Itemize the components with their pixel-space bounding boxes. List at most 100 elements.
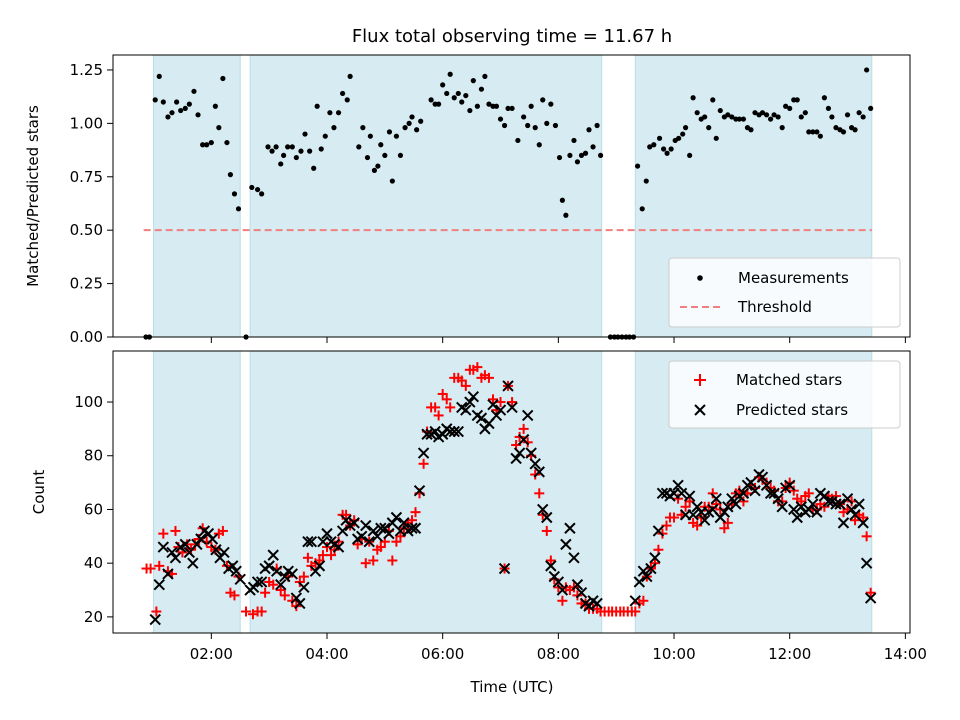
measurement-point [501, 122, 508, 129]
legend-predicted-marker [694, 404, 706, 416]
y-tick-label: 0.25 [70, 275, 103, 293]
matched-point [719, 523, 730, 534]
measurement-point [367, 133, 373, 139]
predicted-point [718, 506, 731, 518]
predicted-point [406, 522, 418, 534]
measurement-point [311, 165, 317, 171]
measurement-point [687, 152, 693, 159]
measurement-point [829, 114, 835, 120]
predicted-point [575, 587, 588, 599]
predicted-point [360, 519, 372, 532]
measurement-point [768, 116, 774, 122]
predicted-point [417, 447, 430, 459]
predicted-point [336, 525, 349, 537]
x-tick-label: 10:00 [652, 645, 695, 663]
x-tick-label: 02:00 [190, 645, 233, 663]
predicted-point [321, 527, 333, 540]
matched-point [638, 595, 649, 606]
measurement-point [729, 114, 735, 120]
measurement-point [356, 144, 362, 150]
measurement-point [273, 144, 279, 150]
measurement-point [794, 97, 800, 103]
predicted-point [452, 425, 464, 438]
matched-point [487, 394, 498, 405]
predicted-point [772, 493, 784, 505]
measurement-point [639, 206, 645, 212]
predicted-point [162, 568, 174, 580]
predicted-point [475, 412, 488, 424]
predicted-point [649, 552, 661, 564]
measurement-point [497, 116, 504, 122]
measurement-point [736, 116, 742, 122]
matched-point [151, 606, 162, 617]
predicted-point [398, 517, 410, 529]
measurement-point [586, 127, 592, 133]
predicted-point [510, 452, 522, 465]
measurement-point [868, 105, 874, 112]
predicted-point [764, 487, 777, 500]
predicted-point [811, 506, 823, 518]
measurement-point [371, 167, 378, 173]
matched-point [803, 488, 814, 499]
predicted-point [517, 433, 530, 446]
measurement-point [428, 97, 434, 103]
measurement-point [195, 112, 201, 118]
matched-point [630, 606, 641, 617]
matched-point [433, 410, 444, 421]
matched-point [711, 499, 722, 510]
predicted-point [302, 535, 314, 548]
predicted-point [502, 380, 514, 392]
measurement-point [444, 90, 450, 97]
predicted-point [383, 527, 395, 540]
predicted-point [645, 562, 657, 575]
predicted-point [279, 570, 291, 583]
predicted-point [541, 511, 553, 524]
measurement-point [414, 127, 420, 133]
matched-point [445, 402, 456, 413]
matched-point [275, 585, 286, 596]
measurement-point [552, 122, 559, 129]
predicted-point [153, 578, 165, 591]
measurement-point [470, 78, 476, 84]
matched-point [707, 488, 718, 499]
predicted-point [571, 578, 584, 591]
measurement-point [227, 172, 234, 178]
predicted-point [506, 401, 518, 414]
measurement-point [779, 125, 785, 131]
measurement-point [647, 144, 653, 150]
measurement-point [249, 184, 255, 191]
measurement-point [402, 125, 408, 131]
predicted-point [313, 560, 326, 572]
measurement-point [643, 178, 649, 184]
matched-point [430, 402, 441, 413]
predicted-point [591, 597, 603, 610]
matched-point [518, 423, 529, 434]
predicted-point [251, 576, 264, 588]
predicted-point [529, 458, 541, 470]
predicted-point [710, 493, 722, 505]
measurement-point [467, 107, 473, 114]
matched-point [229, 590, 240, 601]
measurement-point [269, 148, 275, 154]
predicted-point [637, 565, 650, 577]
matched-point [145, 563, 156, 574]
predicted-point [864, 592, 877, 604]
predicted-point [464, 396, 476, 408]
predicted-point [783, 479, 796, 491]
measurement-point [418, 118, 424, 124]
measurement-point [787, 105, 793, 112]
plot-frame [112, 54, 911, 338]
measurement-point [814, 129, 820, 135]
y-tick-label: 100 [74, 393, 103, 411]
measurement-point [344, 97, 350, 103]
measurement-point [386, 129, 393, 135]
measurement-point [455, 90, 461, 97]
measurement-point [775, 114, 781, 120]
predicted-stars-series [149, 380, 877, 626]
top-legend: Measurements Threshold [668, 257, 901, 328]
measurement-point [717, 107, 723, 114]
measurement-point [525, 122, 531, 129]
predicted-point [390, 511, 403, 524]
measurement-point [254, 186, 261, 193]
